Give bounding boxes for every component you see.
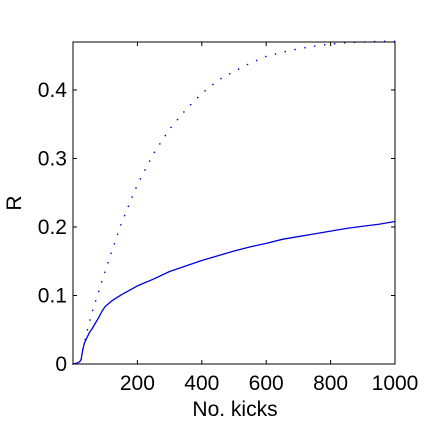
y-tick-label: 0.1	[38, 284, 67, 307]
y-tick-label: 0.2	[38, 216, 67, 239]
tick-layer: 200 400 600 800 1000 0 0.1 0.2 0.3 0.4	[38, 42, 419, 395]
y-tick-label: 0.4	[38, 79, 68, 102]
series-line-solid	[72, 220, 396, 365]
x-axis-label: No. kicks	[192, 398, 277, 421]
series-line-dotted	[72, 40, 396, 365]
x-tick-label: 600	[249, 372, 284, 395]
x-tick-label: 200	[120, 372, 155, 395]
y-tick-label: 0	[55, 353, 67, 376]
x-tick-label: 400	[184, 372, 219, 395]
series-layer	[72, 40, 396, 365]
y-tick-label: 0.3	[38, 147, 67, 170]
y-axis-label: R	[3, 195, 26, 210]
x-tick-label: 800	[313, 372, 348, 395]
x-tick-label: 1000	[372, 372, 419, 395]
plot-frame	[72, 41, 396, 365]
